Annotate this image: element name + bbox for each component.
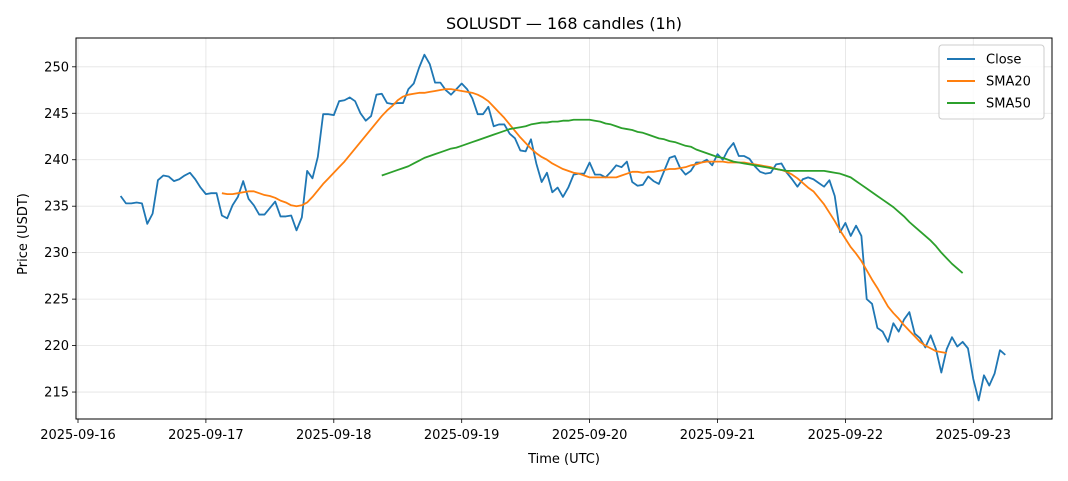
plot-area [119, 53, 1006, 402]
legend-box [938, 44, 1045, 120]
series-close-line [119, 53, 1006, 402]
legend-label-close: Close [986, 53, 1021, 68]
y-tick-label: 230 [44, 246, 69, 261]
x-tick-label: 2025-09-16 [40, 428, 116, 443]
y-axis-label: Price (USDT) [16, 193, 31, 275]
y-tick-label: 215 [44, 386, 69, 401]
plot-frame [75, 37, 1053, 420]
y-tick-label: 250 [44, 60, 69, 75]
x-axis-label: Time (UTC) [527, 452, 600, 467]
grid [76, 38, 1052, 419]
x-tick-label: 2025-09-18 [296, 428, 372, 443]
series-sma20-line [221, 88, 947, 354]
x-tick-label: 2025-09-23 [936, 428, 1012, 443]
x-axis: 2025-09-16 2025-09-17 2025-09-18 2025-09-19… [40, 419, 1011, 443]
x-tick-label: 2025-09-20 [552, 428, 628, 443]
x-tick-label: 2025-09-19 [424, 428, 500, 443]
y-axis: 215 220 225 230 235 240 245 250 [44, 60, 76, 401]
y-tick-label: 235 [44, 200, 69, 215]
y-tick-label: 245 [44, 107, 69, 122]
x-tick-label: 2025-09-21 [680, 428, 756, 443]
series-sma50-line [381, 118, 964, 274]
y-tick-label: 225 [44, 293, 69, 308]
chart-title: SOLUSDT — 168 candles (1h) [446, 14, 682, 33]
legend: Close SMA20 SMA50 [938, 44, 1045, 120]
legend-label-sma20: SMA20 [986, 75, 1031, 90]
legend-label-sma50: SMA50 [986, 97, 1031, 112]
y-tick-label: 240 [44, 153, 69, 168]
x-tick-label: 2025-09-17 [168, 428, 244, 443]
y-tick-label: 220 [44, 339, 69, 354]
x-tick-label: 2025-09-22 [808, 428, 884, 443]
